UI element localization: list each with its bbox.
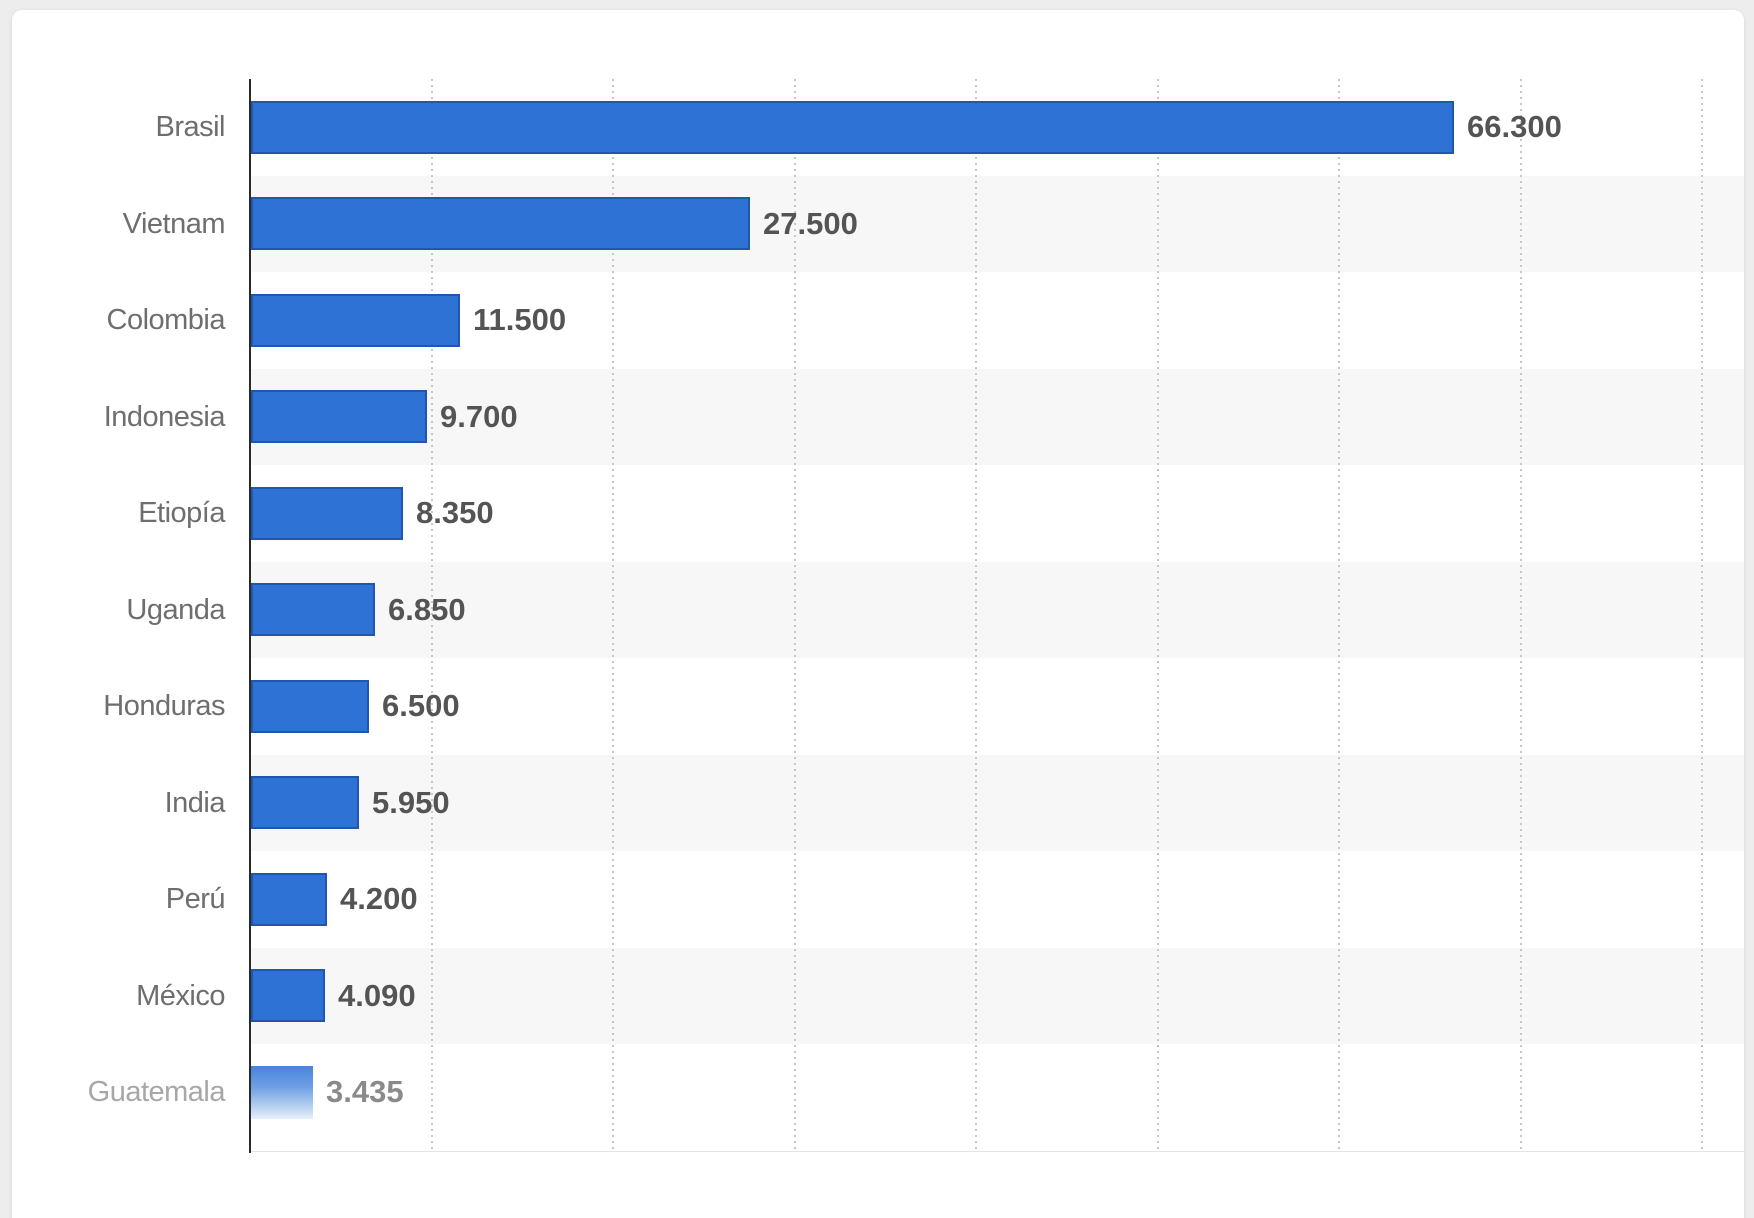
category-label: Honduras — [103, 690, 225, 722]
bar[interactable] — [251, 294, 460, 347]
category-label: Uganda — [126, 593, 225, 626]
value-label: 5.950 — [372, 784, 450, 820]
gridline — [1157, 79, 1159, 1151]
category-label: Vietnam — [122, 207, 226, 240]
category-label: Colombia — [106, 304, 226, 336]
gridline — [794, 79, 796, 1151]
value-label: 6.850 — [388, 591, 466, 627]
bar[interactable] — [251, 969, 325, 1022]
category-label: México — [136, 979, 225, 1012]
value-label: 27.500 — [763, 205, 858, 241]
bar[interactable] — [251, 1066, 313, 1119]
bar[interactable] — [251, 776, 359, 829]
category-label: Guatemala — [87, 1076, 226, 1108]
gridline — [1520, 79, 1522, 1151]
bar[interactable] — [251, 873, 327, 926]
value-label: 11.500 — [473, 302, 567, 337]
value-label: 66.300 — [1467, 109, 1562, 144]
row-stripe — [251, 947, 1744, 1044]
value-label: 9.700 — [440, 398, 518, 434]
value-label: 4.200 — [340, 881, 418, 916]
value-label: 8.350 — [416, 495, 494, 530]
bar[interactable] — [251, 390, 427, 443]
category-label: Brasil — [155, 111, 225, 143]
gridline — [1338, 79, 1340, 1151]
category-label: Indonesia — [103, 400, 226, 433]
plot-bottom-hairline — [249, 1151, 1744, 1152]
category-label: India — [164, 786, 226, 819]
bar[interactable] — [251, 680, 369, 733]
category-label: Etiopía — [138, 497, 225, 529]
value-label: 4.090 — [338, 977, 416, 1013]
bar[interactable] — [251, 583, 375, 636]
gridline — [431, 79, 433, 1151]
row-stripe — [251, 754, 1744, 851]
value-label: 6.500 — [382, 688, 460, 723]
y-axis-line — [249, 79, 251, 1153]
bar[interactable] — [251, 197, 750, 250]
gridline — [975, 79, 977, 1151]
row-stripe — [251, 561, 1744, 658]
row-stripe — [251, 368, 1744, 465]
category-label: Perú — [165, 883, 226, 915]
value-label: 3.435 — [326, 1074, 404, 1109]
bar[interactable] — [251, 487, 403, 540]
gridline — [1701, 79, 1703, 1151]
bar[interactable] — [251, 101, 1454, 154]
gridline — [612, 79, 614, 1151]
